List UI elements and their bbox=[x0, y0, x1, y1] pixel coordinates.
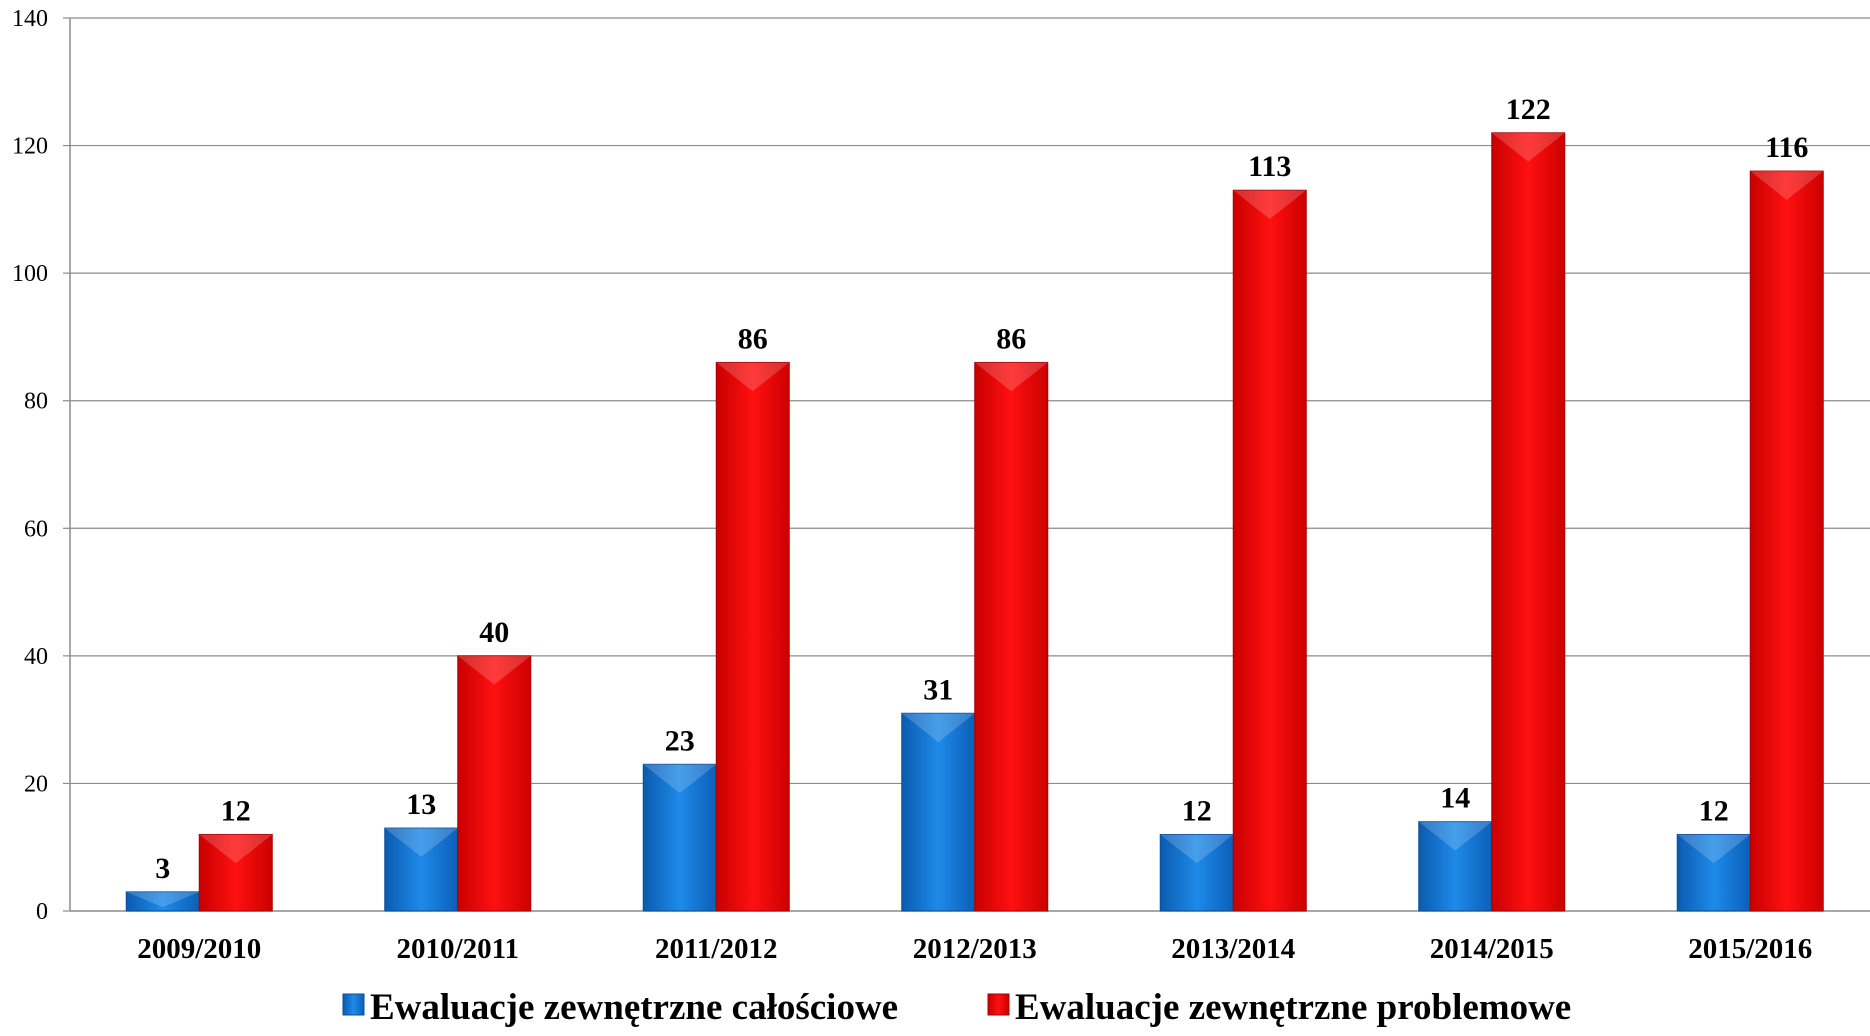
bar-calosciowe-2013-2014 bbox=[1159, 833, 1234, 912]
gridlines bbox=[70, 17, 1870, 785]
bar-problemowe-2015-2016 bbox=[1749, 170, 1824, 912]
bar-bevel bbox=[457, 655, 531, 685]
bar-rect bbox=[715, 361, 790, 912]
data-label: 3 bbox=[155, 852, 170, 885]
bar-bevel bbox=[1677, 834, 1751, 864]
axes: 0 20 40 60 80 100 120 140 2009/2010 2010/2011 2011… bbox=[12, 6, 1870, 965]
bar-bevel bbox=[126, 891, 200, 908]
data-label: 122 bbox=[1506, 93, 1551, 126]
bar-problemowe-2010-2011 bbox=[457, 655, 532, 912]
data-label: 14 bbox=[1440, 782, 1470, 815]
data-label: 86 bbox=[996, 322, 1026, 355]
legend-item-problemowe: Ewaluacje zewnętrzne problemowe bbox=[987, 987, 1571, 1028]
bar-problemowe-2014-2015 bbox=[1491, 132, 1566, 912]
x-category-label: 2010/2011 bbox=[397, 933, 519, 965]
data-label: 31 bbox=[923, 673, 953, 706]
bar-rect bbox=[384, 827, 459, 912]
bar-rect bbox=[1418, 821, 1493, 912]
bar-problemowe-2011-2012 bbox=[715, 361, 790, 912]
y-tick-label: 120 bbox=[12, 134, 48, 160]
bar-bevel bbox=[901, 713, 975, 743]
bar-rect bbox=[1232, 189, 1307, 912]
bar-problemowe-2012-2013 bbox=[974, 361, 1049, 912]
bar-rect bbox=[457, 655, 532, 912]
bar-rect bbox=[1491, 132, 1566, 912]
data-label: 113 bbox=[1248, 150, 1291, 183]
legend-label: Ewaluacje zewnętrzne całościowe bbox=[370, 987, 898, 1028]
legend-item-calosciowe: Ewaluacje zewnętrzne całościowe bbox=[342, 987, 898, 1028]
bar-bevel bbox=[1233, 190, 1307, 220]
bar-bevel bbox=[384, 828, 458, 857]
bar-bevel bbox=[1160, 834, 1234, 864]
data-label: 40 bbox=[479, 616, 509, 649]
y-tick-label: 60 bbox=[24, 516, 48, 542]
y-tick-label: 0 bbox=[36, 899, 48, 925]
bar-rect bbox=[198, 833, 273, 912]
bars bbox=[125, 132, 1824, 912]
bar-rect bbox=[974, 361, 1049, 912]
data-label: 116 bbox=[1765, 131, 1808, 164]
data-label: 13 bbox=[406, 788, 436, 821]
bar-calosciowe-2012-2013 bbox=[901, 712, 976, 912]
bar-calosciowe-2014-2015 bbox=[1418, 821, 1493, 912]
x-category-label: 2012/2013 bbox=[913, 933, 1037, 965]
data-label: 12 bbox=[1182, 794, 1212, 827]
x-category-label: 2014/2015 bbox=[1430, 933, 1554, 965]
data-label: 12 bbox=[221, 794, 251, 827]
bar-calosciowe-2015-2016 bbox=[1676, 833, 1751, 912]
bar-rect bbox=[1749, 170, 1824, 912]
bar-bevel bbox=[1750, 171, 1824, 200]
bar-rect bbox=[642, 763, 717, 912]
legend-swatch bbox=[342, 993, 365, 1016]
x-category-label: 2015/2016 bbox=[1688, 933, 1812, 965]
legend-label: Ewaluacje zewnętrzne problemowe bbox=[1015, 987, 1571, 1028]
data-label: 23 bbox=[665, 724, 695, 757]
y-tick-label: 100 bbox=[12, 261, 48, 287]
x-category-label: 2009/2010 bbox=[137, 933, 261, 965]
bar-bevel bbox=[974, 362, 1048, 392]
bar-bevel bbox=[1491, 132, 1565, 162]
y-tick-label: 80 bbox=[24, 389, 48, 415]
bar-rect bbox=[1159, 833, 1234, 912]
bar-rect bbox=[1676, 833, 1751, 912]
bar-bevel bbox=[199, 834, 273, 864]
data-label: 86 bbox=[738, 322, 768, 355]
bar-problemowe-2013-2014 bbox=[1232, 189, 1307, 912]
bar-calosciowe-2010-2011 bbox=[384, 827, 459, 912]
data-labels: 3 12 13 40 23 86 31 86 12 113 14 122 12 116 bbox=[155, 93, 1808, 885]
y-tick-label: 20 bbox=[24, 771, 48, 797]
bar-bevel bbox=[716, 362, 790, 392]
bar-problemowe-2009-2010 bbox=[198, 833, 273, 912]
legend-swatch bbox=[987, 993, 1010, 1016]
bar-bevel bbox=[643, 764, 717, 794]
bar-calosciowe-2011-2012 bbox=[642, 763, 717, 912]
data-label: 12 bbox=[1699, 794, 1729, 827]
x-category-label: 2011/2012 bbox=[655, 933, 777, 965]
bar-calosciowe-2009-2010 bbox=[125, 891, 200, 912]
bar-bevel bbox=[1418, 821, 1492, 851]
x-category-label: 2013/2014 bbox=[1171, 933, 1295, 965]
y-tick-label: 40 bbox=[24, 644, 48, 670]
bar-rect bbox=[901, 712, 976, 912]
legend: Ewaluacje zewnętrzne całościowe Ewaluacje… bbox=[342, 987, 1571, 1028]
y-tick-label: 140 bbox=[12, 6, 48, 32]
